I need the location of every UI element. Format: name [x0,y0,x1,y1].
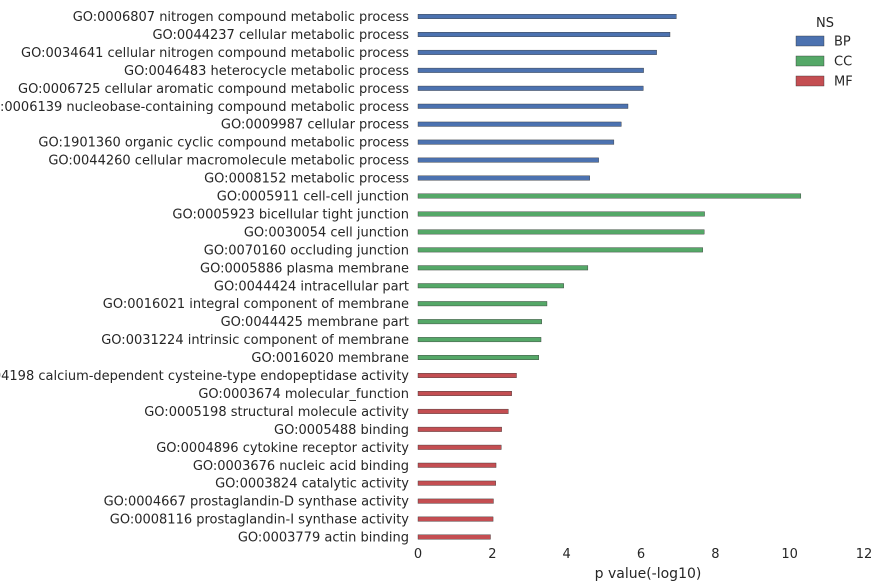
bar-cc [417,265,589,271]
category-label: GO:0030054 cell junction [244,225,409,240]
category-label: GO:0003676 nucleic acid binding [193,459,409,474]
category-label: GO:1901360 organic cyclic compound metab… [38,136,409,151]
legend-swatch-bp [795,35,825,47]
bar-bp [417,67,644,73]
x-tick-label: 6 [637,547,645,562]
bar-bp [417,139,615,145]
category-label: GO:0008152 metabolic process [204,172,409,187]
category-label: GO:0006807 nitrogen compound metabolic p… [73,10,410,25]
bar-mf [417,373,517,378]
category-label: GO:0005488 binding [274,423,409,438]
category-label: GO:0008116 prostaglandin-I synthase acti… [110,513,410,528]
bar-cc [417,283,564,289]
x-axis-label: p value(-log10) [595,566,702,582]
bar-mf [417,462,497,468]
bar-cc [417,355,539,360]
category-label: GO:0046483 heterocycle metabolic process [124,64,409,79]
legend-label-bp: BP [834,35,851,50]
bar-cc [417,247,703,253]
legend-swatch-mf [795,75,825,87]
x-tick-label: 10 [781,547,798,562]
bar-cc [417,319,542,325]
bar-bp [417,121,622,127]
category-label: GO:0070160 occluding junction [204,243,409,258]
x-tick-labels-layer: 0 2 4 6 8 10 12 [414,547,872,562]
category-label: GO:0004896 cytokine receptor activity [156,441,409,456]
bar-cc [417,193,802,199]
bar-bp [417,85,644,91]
legend-swatch-cc [795,55,825,67]
bar-mf [417,408,509,414]
category-label: GO:0005886 plasma membrane [200,261,409,276]
x-tick-label: 4 [563,547,571,562]
bar-bp [417,49,657,55]
bar-cc [417,337,542,343]
category-label: GO:0044424 intracellular part [214,279,409,294]
x-tick-label: 8 [711,547,719,562]
category-label: GO:0003824 catalytic activity [215,477,409,492]
bars-layer [417,14,802,540]
legend-title: NS [816,16,834,31]
category-label: GO:0016021 integral component of membran… [103,297,409,312]
category-label: GO:0044260 cellular macromolecule metabo… [48,154,409,169]
category-label: GO:0005911 cell-cell junction [217,190,409,205]
category-label: GO:0003674 molecular_function [198,387,409,402]
bar-bp [417,157,599,163]
category-label: GO:0005198 structural molecule activity [144,405,409,420]
bar-mf [417,426,502,432]
bar-mf [417,498,494,504]
category-labels-layer: GO:0006807 nitrogen compound metabolic p… [0,10,409,546]
category-label: GO:0005923 bicellular tight junction [172,207,409,222]
bar-cc [417,211,705,217]
legend-label-cc: CC [834,55,852,70]
category-label: GO:0006139 nucleobase-containing compoun… [0,100,409,115]
x-tick-label: 12 [856,547,873,562]
category-label: GO:0004667 prostaglandin-D synthase acti… [104,495,410,510]
category-label: GO:0031224 intrinsic component of membra… [101,333,409,348]
category-label: GO:0009987 cellular process [221,118,409,133]
bar-bp [417,32,671,37]
category-label: GO:0006725 cellular aromatic compound me… [18,82,409,97]
x-tick-label: 0 [414,547,422,562]
legend-label-mf: MF [834,75,853,90]
category-label: GO:0034641 cellular nitrogen compound me… [21,46,409,61]
bar-mf [417,516,494,522]
bar-mf [417,444,502,450]
category-label: GO:0016020 membrane [251,351,409,366]
bar-cc [417,301,548,307]
bar-bp [417,175,590,181]
category-label: GO:0044237 cellular metabolic process [152,28,409,43]
bar-mf [417,480,496,486]
x-tick-label: 2 [488,547,496,562]
legend: NS BP CC MF [795,16,853,90]
category-label: GO:0004198 calcium-dependent cysteine-ty… [0,369,409,384]
bar-bp [417,14,677,19]
category-label: GO:0044425 membrane part [221,315,409,330]
category-label: GO:0003779 actin binding [238,531,409,546]
bar-bp [417,103,629,109]
bar-mf [417,534,491,540]
bar-cc [417,229,705,235]
bar-mf [417,391,512,396]
